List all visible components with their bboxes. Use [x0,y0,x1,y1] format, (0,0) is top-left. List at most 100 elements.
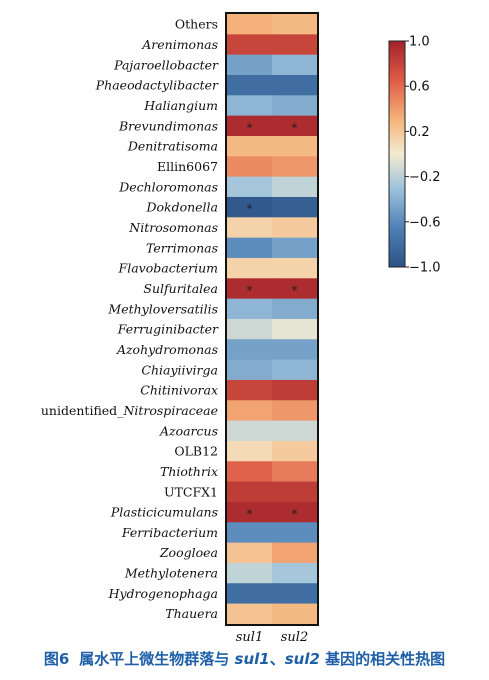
heatmap-cell [272,115,318,137]
column-label: sul1 [236,630,263,645]
heatmap-cell [272,135,318,157]
heatmap-cell [272,34,318,56]
heatmap-cell [272,400,318,422]
heatmap-cell [227,278,273,300]
significance-marker: * [292,507,298,521]
heatmap-cell [227,176,273,198]
row-label: Plasticicumulans [110,505,218,520]
colorbar-tick-label: −0.2 [409,170,441,185]
row-label: Sulfuritalea [143,281,218,296]
heatmap-cell [272,440,318,462]
colorbar-tick-label: 1.0 [409,35,430,50]
caption-gene-1: sul1 [234,650,270,668]
heatmap-cell [227,481,273,503]
row-label: Dechloromonas [118,179,218,194]
heatmap-cell [227,542,273,564]
caption-text-end: 基因的相关性热图 [319,650,446,668]
row-label: Ferruginibacter [117,322,219,337]
heatmap-cell [227,115,273,137]
row-label: OLB12 [174,444,218,459]
row-label: Chiayiivirga [141,362,218,377]
heatmap-cell [227,379,273,401]
row-label: Dokdonella [145,200,218,215]
row-label: Pajaroellobacter [113,57,219,72]
heatmap-cell [227,562,273,584]
row-label: Azohydromonas [116,342,218,357]
heatmap-cell [272,583,318,605]
heatmap-cell [272,420,318,442]
column-labels: sul1 sul2 [236,630,308,645]
significance-marker: * [292,283,298,297]
colorbar-tick-label: −0.6 [409,215,441,230]
heatmap-cell [272,542,318,564]
heatmap-cell [272,603,318,625]
heatmap-cell [227,74,273,96]
heatmap-cell [272,237,318,259]
row-label: Thiothrix [160,464,218,479]
heatmap-cell [227,298,273,320]
significance-marker: * [292,121,298,135]
heatmap-cell [272,257,318,279]
row-label: Ellin6067 [157,159,218,174]
row-label: Methyloversatilis [107,301,218,316]
heatmap-cell [272,156,318,178]
row-label: Hydrogenophaga [108,586,218,601]
row-label: Methylotenera [124,566,218,581]
figure-number: 图6 [43,650,70,668]
heatmap-cell [227,339,273,361]
heatmap-cell [272,54,318,76]
row-label: Chitinivorax [140,383,218,398]
row-labels: Others Arenimonas Pajaroellobacter Phaeodac… [41,17,219,622]
row-label: Haliangium [143,98,218,113]
row-label: Denitratisoma [127,139,218,154]
heatmap-cell [227,14,273,35]
row-label: Phaeodactylibacter [95,78,219,93]
heatmap-cell [272,379,318,401]
row-label: Zoogloea [159,545,218,560]
caption-separator: 、 [269,650,285,668]
heatmap-cell [227,95,273,117]
colorbar-ticks: 1.0 0.6 0.2 −0.2 −0.6 −1.0 [405,35,441,276]
heatmap-cells [227,14,318,625]
heatmap-cell [272,74,318,96]
caption-gene-2: sul2 [284,650,320,668]
heatmap-cell [272,562,318,584]
heatmap-cell [227,34,273,56]
significance-marker: * [247,507,253,521]
heatmap-cell [227,522,273,544]
row-label: Terrimonas [146,240,218,255]
heatmap-cell [272,14,318,35]
heatmap-cell [227,501,273,523]
significance-markers: * * * * * * * [247,121,298,521]
heatmap-cell [227,603,273,625]
heatmap-cell [227,135,273,157]
colorbar [388,40,406,268]
heatmap-cell [227,440,273,462]
column-label: sul2 [281,630,308,645]
heatmap-cell [227,420,273,442]
significance-marker: * [247,283,253,297]
heatmap-cell [272,501,318,523]
heatmap-cell [272,318,318,340]
heatmap-cell [272,339,318,361]
row-label: Flavobacterium [118,261,218,276]
row-label: Azoarcus [159,423,218,438]
heatmap-cell [227,237,273,259]
heatmap-cell [272,176,318,198]
row-label: Ferribacterium [121,525,218,540]
row-label: Nitrosomonas [128,220,218,235]
heatmap-cell [227,359,273,381]
heatmap-cell [227,583,273,605]
heatmap-cell [272,461,318,483]
colorbar-tick-label: 0.6 [409,80,430,95]
caption-text: 属水平上微生物群落与 [79,650,235,668]
heatmap-cell [227,156,273,178]
colorbar-tick-label: −1.0 [409,261,441,276]
heatmap-cell [227,461,273,483]
row-label: Arenimonas [141,37,218,52]
heatmap-cell [227,196,273,218]
row-label: Thauera [165,606,218,621]
heatmap-border [225,12,319,626]
row-label: UTCFX1 [164,484,218,499]
heatmap-cell [227,54,273,76]
